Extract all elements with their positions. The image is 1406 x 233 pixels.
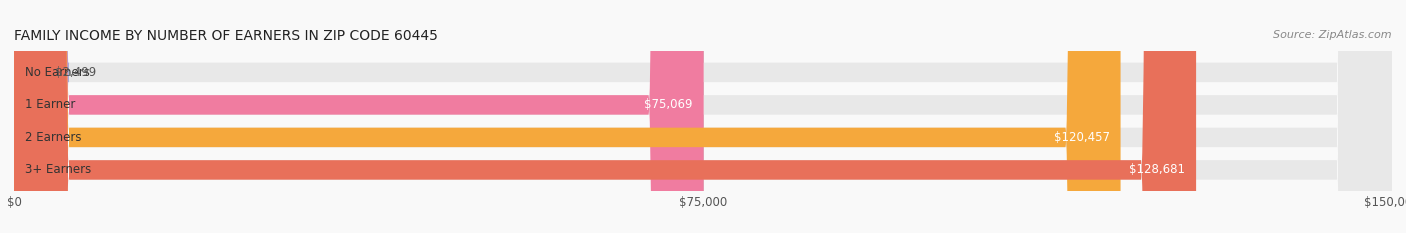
FancyBboxPatch shape — [14, 0, 1392, 233]
Text: FAMILY INCOME BY NUMBER OF EARNERS IN ZIP CODE 60445: FAMILY INCOME BY NUMBER OF EARNERS IN ZI… — [14, 29, 437, 43]
FancyBboxPatch shape — [14, 0, 1392, 233]
FancyBboxPatch shape — [14, 0, 703, 233]
FancyBboxPatch shape — [0, 0, 69, 233]
Text: 1 Earner: 1 Earner — [25, 98, 76, 111]
Text: Source: ZipAtlas.com: Source: ZipAtlas.com — [1274, 30, 1392, 40]
Text: No Earners: No Earners — [25, 66, 90, 79]
FancyBboxPatch shape — [14, 0, 1121, 233]
Text: $128,681: $128,681 — [1129, 163, 1185, 176]
Text: 2 Earners: 2 Earners — [25, 131, 82, 144]
Text: 3+ Earners: 3+ Earners — [25, 163, 91, 176]
Text: $75,069: $75,069 — [644, 98, 693, 111]
FancyBboxPatch shape — [14, 0, 1392, 233]
FancyBboxPatch shape — [14, 0, 1197, 233]
FancyBboxPatch shape — [14, 0, 1392, 233]
Text: $120,457: $120,457 — [1053, 131, 1109, 144]
Text: $2,499: $2,499 — [55, 66, 97, 79]
